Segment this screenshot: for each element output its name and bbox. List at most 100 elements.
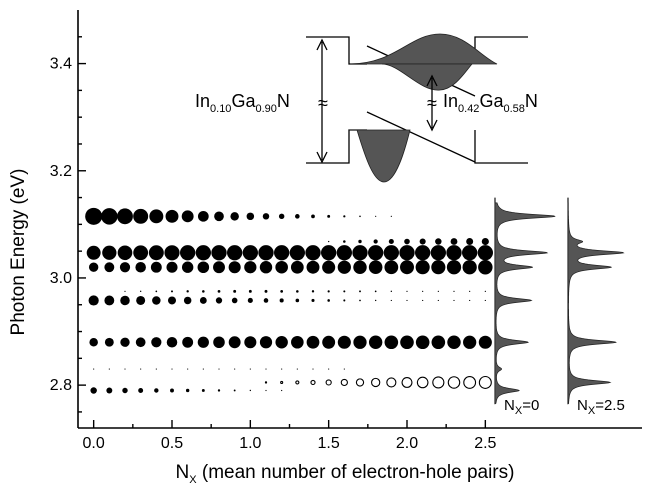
spectrum-label-nx0: NX=0 [504,397,539,417]
open-data-point [295,380,300,385]
x-axis-title-rest: (mean number of electron-hole pairs) [197,462,515,483]
data-point [383,245,399,261]
data-point [431,260,446,275]
emission-spectra [494,197,625,405]
data-point [296,290,299,293]
data-point [88,262,99,272]
data-point [195,245,211,261]
data-point [296,368,298,370]
data-point [133,245,149,261]
right-composition-label: In0.42Ga0.58N [443,91,538,115]
data-point [478,335,492,349]
data-point [246,212,255,221]
data-point [259,336,273,349]
data-points [85,207,493,394]
data-point [168,296,176,305]
band-diagram-inset: In0.10Ga0.90N ≈ ≈ In0.42Ga0.58N [195,33,538,183]
data-point [484,290,486,292]
data-point [154,388,159,393]
data-point [120,295,130,306]
x-tick-label: 0.5 [161,435,183,452]
data-point [374,290,377,293]
y-tick-label: 2.8 [50,377,72,394]
data-point [185,388,190,393]
data-point [478,260,493,275]
data-point [400,260,414,275]
data-point [415,260,430,275]
data-point [259,261,273,274]
data-point [453,290,455,292]
data-point [462,245,478,261]
data-point [155,290,158,293]
data-point [359,215,361,218]
data-point [431,335,446,350]
data-point [211,245,227,261]
data-point [202,368,204,370]
data-point [306,260,320,274]
data-point [88,295,99,306]
data-point [337,260,351,274]
data-point [258,245,274,261]
data-point [120,337,130,347]
data-point [231,297,238,304]
data-point [327,214,331,218]
data-point [446,260,462,275]
x-axis-title-sub: X [189,474,197,486]
data-point [359,290,361,293]
data-point [422,299,424,302]
data-point [375,215,377,217]
data-point [274,245,290,261]
data-point [359,299,361,302]
data-point [343,299,346,302]
data-point [343,215,346,218]
data-point [138,388,144,393]
data-point [435,238,442,245]
left-composition-label: In0.10Ga0.90N [195,91,290,115]
open-data-point [432,376,445,389]
data-point [305,245,321,261]
x-tick-label: 0.0 [83,435,105,452]
data-point [89,338,98,347]
data-point [327,290,330,293]
open-data-point [355,378,365,387]
data-point [140,368,142,370]
right-arrow-head-bottom [426,119,438,132]
data-point [165,209,179,223]
data-point [462,260,477,275]
data-point [170,388,174,393]
open-data-point [463,376,477,389]
data-point [186,290,189,293]
data-point [215,297,223,304]
data-point [358,239,362,244]
data-point [373,239,378,244]
data-point [182,336,194,348]
data-point [290,260,304,274]
data-point [135,261,146,273]
data-point [86,245,101,260]
data-point [463,335,477,349]
data-point [422,290,424,292]
data-point [295,214,300,219]
data-point [322,335,336,349]
data-point [280,289,284,293]
data-point [104,295,115,306]
data-point [181,261,194,273]
data-point [374,299,377,302]
data-point [202,290,205,293]
data-point [214,211,224,222]
x-ticks: 0.0 0.5 1.0 1.5 2.0 2.5 [83,420,497,452]
data-point [415,335,430,350]
data-point [311,214,315,219]
data-point [180,245,196,261]
data-point [466,238,474,245]
data-point [279,298,284,303]
electron-wavefunction-lower [381,63,473,91]
data-point [104,262,115,273]
data-point [265,389,267,392]
data-point [217,289,221,293]
data-point [197,336,209,348]
data-point [469,290,471,292]
data-point [446,245,462,261]
data-point [453,299,455,302]
